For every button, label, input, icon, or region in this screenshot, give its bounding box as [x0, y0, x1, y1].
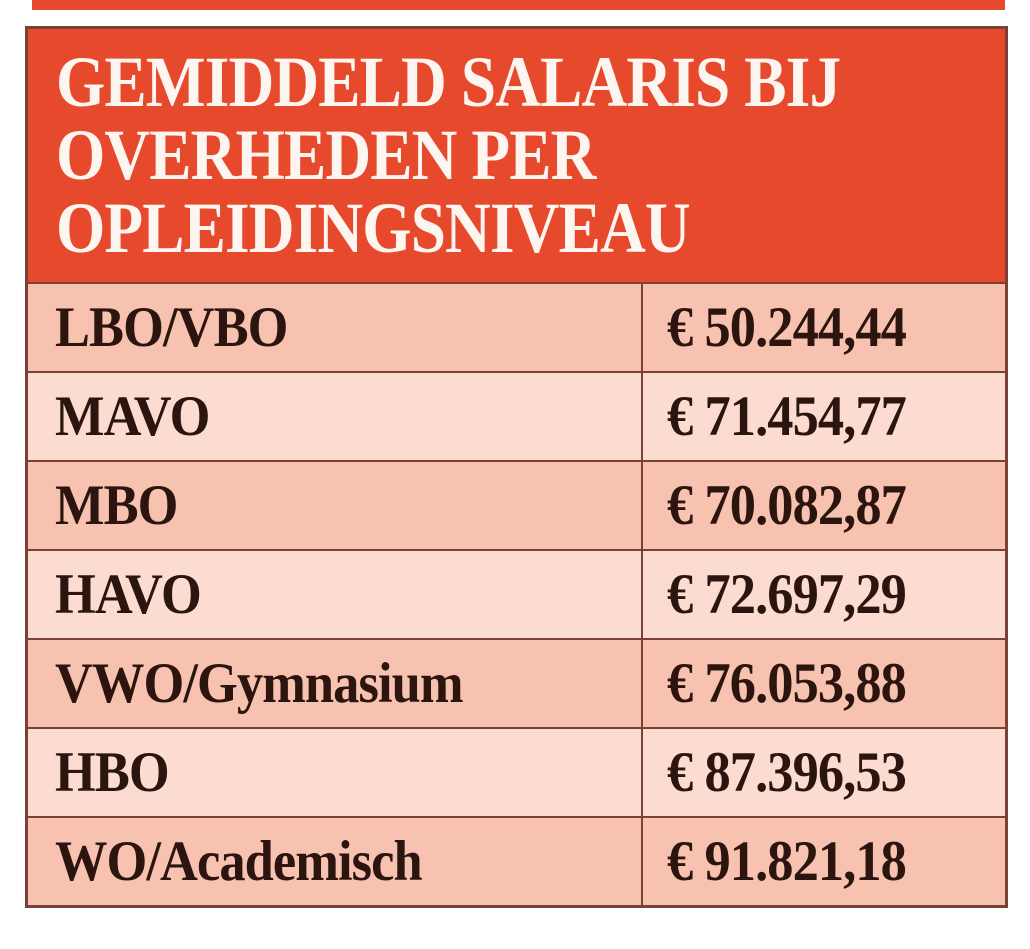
education-level-label: VWO/Gymnasium [55, 652, 464, 715]
education-level-cell: MAVO [28, 373, 641, 460]
salary-value: € 76.053,88 [667, 652, 907, 715]
education-level-cell: MBO [28, 462, 641, 549]
salary-value: € 72.697,29 [667, 563, 907, 626]
salary-value: € 87.396,53 [667, 741, 907, 804]
salary-table: GEMIDDELD SALARIS BIJ OVERHEDEN PER OPLE… [25, 26, 1008, 908]
education-level-label: WO/Academisch [55, 830, 423, 893]
table-row: LBO/VBO € 50.244,44 [28, 282, 1005, 371]
salary-value-cell: € 76.053,88 [641, 640, 1005, 727]
education-level-label: HAVO [55, 563, 202, 626]
top-red-strip [32, 0, 1005, 10]
salary-value-cell: € 50.244,44 [641, 284, 1005, 371]
table-row: HAVO € 72.697,29 [28, 549, 1005, 638]
table-row: WO/Academisch € 91.821,18 [28, 816, 1005, 905]
table-title-line-2: OVERHEDEN PER [56, 115, 596, 195]
table-row: VWO/Gymnasium € 76.053,88 [28, 638, 1005, 727]
table-header: GEMIDDELD SALARIS BIJ OVERHEDEN PER OPLE… [28, 29, 1005, 282]
education-level-cell: HBO [28, 729, 641, 816]
salary-value-cell: € 70.082,87 [641, 462, 1005, 549]
education-level-label: LBO/VBO [55, 296, 288, 359]
table-body: LBO/VBO € 50.244,44 MAVO € 71.454,77 MBO… [28, 282, 1005, 905]
table-row: HBO € 87.396,53 [28, 727, 1005, 816]
education-level-cell: VWO/Gymnasium [28, 640, 641, 727]
salary-value: € 50.244,44 [667, 296, 907, 359]
education-level-cell: HAVO [28, 551, 641, 638]
table-title-line-3: OPLEIDINGSNIVEAU [56, 188, 691, 268]
salary-value: € 70.082,87 [667, 474, 907, 537]
salary-value: € 71.454,77 [667, 385, 907, 448]
salary-value-cell: € 91.821,18 [641, 818, 1005, 905]
education-level-label: HBO [55, 741, 170, 804]
salary-value-cell: € 71.454,77 [641, 373, 1005, 460]
table-row: MAVO € 71.454,77 [28, 371, 1005, 460]
salary-value-cell: € 72.697,29 [641, 551, 1005, 638]
table-row: MBO € 70.082,87 [28, 460, 1005, 549]
education-level-cell: WO/Academisch [28, 818, 641, 905]
education-level-label: MAVO [55, 385, 210, 448]
table-title-line-1: GEMIDDELD SALARIS BIJ [56, 42, 841, 122]
salary-value-cell: € 87.396,53 [641, 729, 1005, 816]
education-level-label: MBO [55, 474, 178, 537]
salary-value: € 91.821,18 [667, 830, 907, 893]
education-level-cell: LBO/VBO [28, 284, 641, 371]
